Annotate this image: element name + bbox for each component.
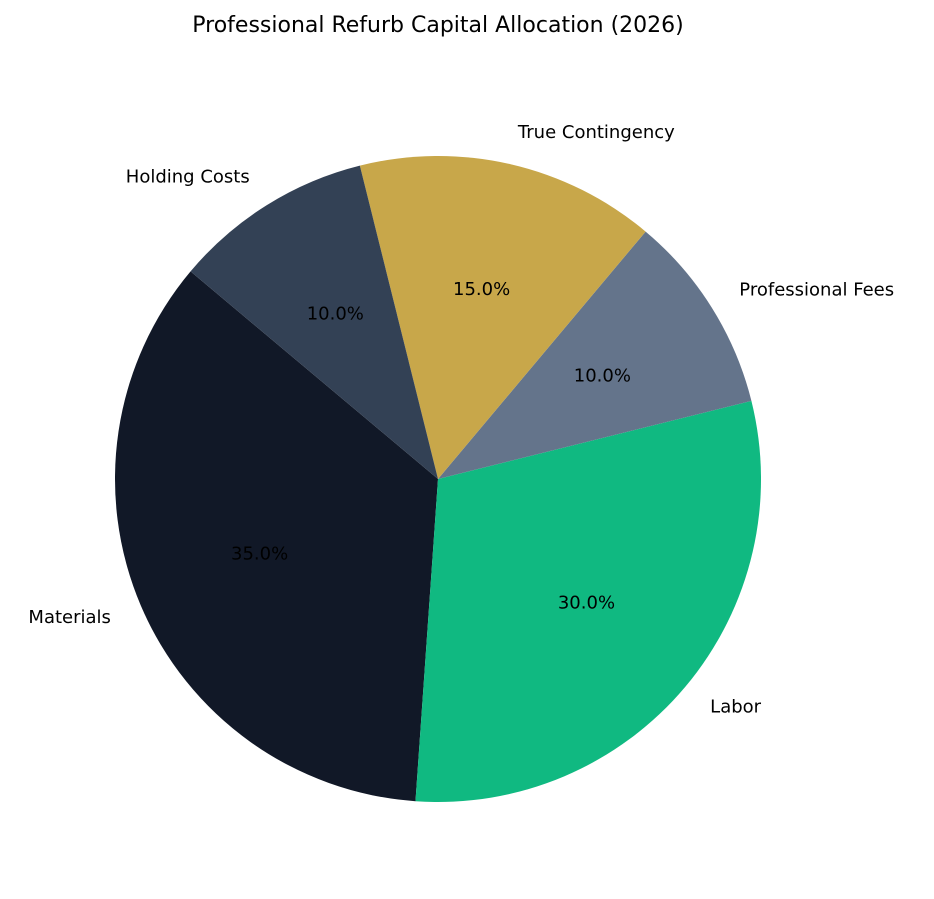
slice-label: Labor <box>710 696 761 717</box>
pie-slice <box>415 400 761 802</box>
pie-slice <box>190 165 438 479</box>
percent-label: 15.0% <box>453 279 510 300</box>
percent-label: 10.0% <box>307 304 364 325</box>
percent-label: 10.0% <box>574 365 631 386</box>
chart-title: Professional Refurb Capital Allocation (… <box>192 13 683 38</box>
slice-label: True Contingency <box>517 122 675 143</box>
pie-slice <box>115 271 439 802</box>
percent-label: 35.0% <box>231 544 288 565</box>
pie-slice <box>359 156 646 479</box>
slice-label: Holding Costs <box>126 167 250 188</box>
slice-label: Professional Fees <box>739 280 894 301</box>
slice-label: Materials <box>28 607 111 628</box>
pie-slice <box>438 231 752 479</box>
percent-label: 30.0% <box>558 593 615 614</box>
